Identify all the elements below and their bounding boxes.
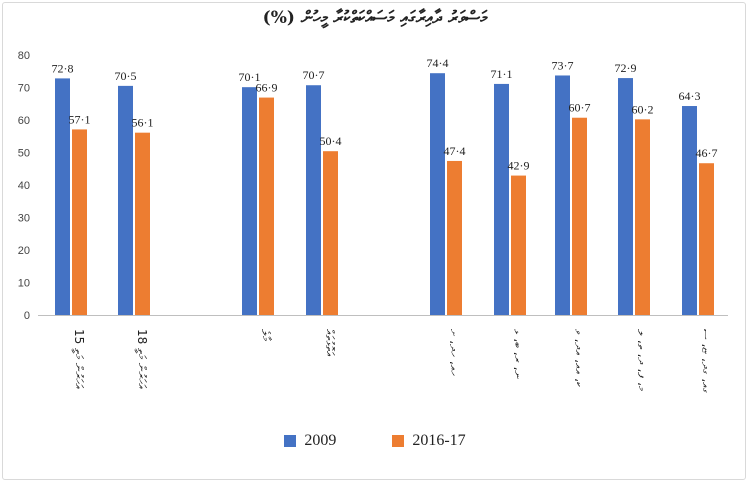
legend-label-2009: 2009 xyxy=(304,432,337,449)
chart-legend: 2009 2016-17 xyxy=(0,432,750,450)
data-label: 70·1 xyxy=(239,70,261,84)
y-tick-label: 60 xyxy=(18,115,30,127)
y-tick-label: 70 xyxy=(18,83,30,95)
data-label: 73·7 xyxy=(552,58,574,72)
x-tick-label: ގއ، ގދ، ޏ، ސ xyxy=(699,329,713,394)
x-tick-label: 15 އަހަރުން މަތީ xyxy=(71,329,86,389)
data-label: 74·4 xyxy=(427,56,449,70)
x-tick-label: 18 އަހަރުން މަތީ xyxy=(134,329,149,389)
data-label: 60·7 xyxy=(569,101,591,115)
x-tick-label: މާލެ xyxy=(259,329,273,342)
bar-2009-8 xyxy=(682,106,697,316)
bar-2016-17-1 xyxy=(135,132,150,315)
data-label: 47·4 xyxy=(444,144,466,158)
data-label: 50·4 xyxy=(320,134,342,148)
data-label: 70·5 xyxy=(115,69,137,83)
x-tick-label: އަތޮޅުތައް xyxy=(323,329,337,357)
bar-2016-17-2 xyxy=(259,97,274,315)
bar-2009-3 xyxy=(306,85,321,315)
data-label: 66·9 xyxy=(256,81,278,95)
bar-2009-4 xyxy=(430,73,445,315)
data-label: 46·7 xyxy=(696,146,718,160)
data-label: 60·2 xyxy=(632,102,654,116)
bar-2009-6 xyxy=(555,75,570,315)
bar-2016-17-3 xyxy=(323,151,338,315)
data-label: 71·1 xyxy=(491,67,513,81)
y-tick-label: 20 xyxy=(18,245,30,257)
bar-2016-17-8 xyxy=(699,163,714,315)
x-tick-label: ނ، ރ، ބ، ޅ xyxy=(511,329,525,379)
bar-2009-2 xyxy=(242,87,257,315)
y-tick-label: 0 xyxy=(24,310,30,322)
legend-item-2016-17: 2016-17 xyxy=(392,432,466,450)
bar-2016-17-4 xyxy=(447,160,462,315)
data-label: 56·1 xyxy=(132,116,154,130)
legend-swatch-2009 xyxy=(284,435,297,447)
chart-title: މަސްވަރު ދާއިރާގައި މަސައްކަތްކުރާ މީހުނ… xyxy=(262,8,488,28)
data-label: 64·3 xyxy=(679,89,701,103)
data-label: 70·7 xyxy=(303,68,325,82)
y-tick-label: 10 xyxy=(18,278,30,290)
bar-2009-1 xyxy=(118,85,133,315)
bar-2009-7 xyxy=(618,78,633,315)
y-tick-label: 50 xyxy=(18,148,30,160)
legend-swatch-2016-17 xyxy=(392,435,405,447)
y-tick-label: 40 xyxy=(18,180,30,192)
bar-2016-17-5 xyxy=(511,175,526,315)
bar-2009-5 xyxy=(494,83,509,315)
x-tick-label: ކ، އއ، އދ، ވ xyxy=(572,329,586,387)
x-tick-label: ހއ، ހދ، ށ xyxy=(447,329,461,376)
bar-2016-17-6 xyxy=(572,117,587,315)
x-tick-label: މ، ފ، ދ، ތ، ލ xyxy=(635,329,649,392)
data-label: 42·9 xyxy=(508,159,530,173)
bar-2016-17-0 xyxy=(72,129,87,315)
y-tick-label: 80 xyxy=(18,50,30,62)
y-tick-label: 30 xyxy=(18,213,30,225)
legend-label-2016-17: 2016-17 xyxy=(412,432,466,449)
data-label: 72·8 xyxy=(52,61,74,75)
data-label: 57·1 xyxy=(69,112,91,126)
data-label: 72·9 xyxy=(615,61,637,75)
bar-2009-0 xyxy=(55,78,70,316)
bar-2016-17-7 xyxy=(635,119,650,315)
legend-item-2009: 2009 xyxy=(284,432,336,450)
